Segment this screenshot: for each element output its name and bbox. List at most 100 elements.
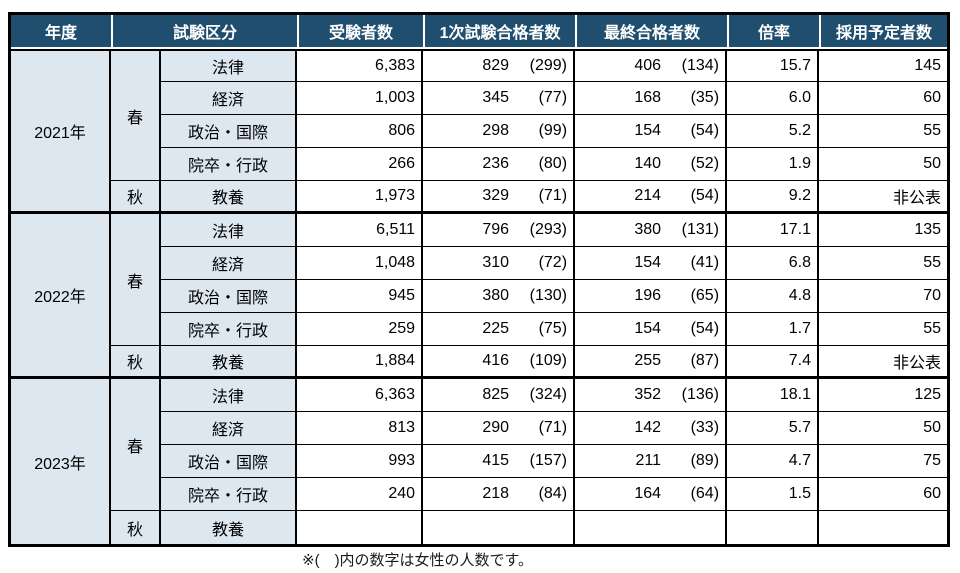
final-pass-female: (131) (681, 221, 720, 238)
first-pass-total: 290 (482, 419, 510, 436)
first-pass-cell-content: 796 (293) (423, 221, 573, 239)
applicants-cell: 6,383 (297, 49, 424, 82)
table-body: 2021年春法律 6,383 829 (299) 406 (134) 15.7 145 経済 1,… (11, 49, 948, 544)
first-pass-total: 298 (482, 122, 510, 139)
first-pass-total: 218 (482, 485, 510, 502)
ratio-cell: 6.0 (727, 82, 820, 115)
ratio-cell: 1.9 (727, 148, 820, 181)
table-row: 2023年春法律 6,363 825 (324) 352 (136) 18.1 125 (11, 379, 948, 544)
year-cell: 2022年 (11, 214, 111, 379)
first-pass-total: 380 (482, 287, 510, 304)
final-pass-cell: 154 (41) (575, 247, 728, 280)
hires-cell: 75 (819, 445, 948, 478)
table-header: 年度 試験区分 受験者数 1次試験合格者数 最終合格者数 倍率 採用予定者数 (11, 15, 948, 49)
subject-cell: 教養 (161, 181, 298, 214)
first-pass-cell-content: 416 (109) (423, 352, 573, 370)
season-cell: 秋 (111, 181, 161, 214)
final-pass-cell-content: 154 (54) (575, 320, 725, 338)
first-pass-total: 236 (482, 155, 510, 172)
final-pass-cell: 154 (54) (575, 313, 728, 346)
first-pass-cell: 290 (71) (423, 412, 576, 445)
season-cell: 春 (111, 49, 161, 181)
final-pass-cell: 211 (89) (575, 445, 728, 478)
subject-cell: 経済 (161, 412, 298, 445)
ratio-cell: 9.2 (727, 181, 820, 214)
table-row: 秋教養 (11, 511, 948, 544)
final-pass-cell-content: 164 (64) (575, 485, 725, 503)
final-pass-cell-content: 214 (54) (575, 187, 725, 205)
first-pass-female: (293) (529, 221, 568, 238)
final-pass-female: (52) (690, 155, 720, 172)
applicants-cell (297, 511, 424, 544)
table-row: 経済 813 290 (71) 142 (33) 5.7 50 (11, 412, 948, 445)
first-pass-cell: 825 (324) (423, 379, 576, 412)
table-row: 秋教養 1,973 329 (71) 214 (54) 9.2 非公表 (11, 181, 948, 214)
year-cell: 2023年 (11, 379, 111, 544)
final-pass-total: 164 (634, 485, 662, 502)
first-pass-cell: 380 (130) (423, 280, 576, 313)
hires-cell: 非公表 (819, 346, 948, 379)
final-pass-cell: 255 (87) (575, 346, 728, 379)
final-pass-cell-content: 352 (136) (575, 386, 725, 404)
table-row: 政治・国際 993 415 (157) 211 (89) 4.7 75 (11, 445, 948, 478)
applicants-cell: 240 (297, 478, 424, 511)
first-pass-cell: 310 (72) (423, 247, 576, 280)
ratio-cell: 5.7 (727, 412, 820, 445)
first-pass-cell-content: 380 (130) (423, 287, 573, 305)
ratio-cell: 7.4 (727, 346, 820, 379)
ratio-cell: 5.2 (727, 115, 820, 148)
hires-cell: 50 (819, 148, 948, 181)
applicants-cell: 1,884 (297, 346, 424, 379)
subject-cell: 教養 (161, 511, 298, 544)
first-pass-cell: 236 (80) (423, 148, 576, 181)
final-pass-cell-content: 142 (33) (575, 419, 725, 437)
hires-cell: 145 (819, 49, 948, 82)
first-pass-total: 225 (482, 320, 510, 337)
final-pass-cell-content: 196 (65) (575, 287, 725, 305)
first-pass-cell-content: 310 (72) (423, 254, 573, 272)
first-pass-total: 829 (482, 57, 510, 74)
hires-cell: 55 (819, 115, 948, 148)
first-pass-female: (109) (529, 352, 568, 369)
subject-cell: 経済 (161, 82, 298, 115)
first-pass-cell-content: 218 (84) (423, 485, 573, 503)
header-planned-hires: 採用予定者数 (819, 15, 948, 49)
hires-cell (819, 511, 948, 544)
applicants-cell: 806 (297, 115, 424, 148)
final-pass-cell-content: 380 (131) (575, 221, 725, 239)
final-pass-female: (65) (690, 287, 720, 304)
subject-cell: 政治・国際 (161, 445, 298, 478)
applicants-cell: 945 (297, 280, 424, 313)
season-cell: 秋 (111, 511, 161, 544)
final-pass-female: (54) (690, 187, 720, 204)
first-pass-cell-content: 225 (75) (423, 320, 573, 338)
season-cell: 春 (111, 379, 161, 511)
first-pass-cell: 345 (77) (423, 82, 576, 115)
ratio-cell (727, 511, 820, 544)
first-pass-cell-content: 345 (77) (423, 89, 573, 107)
final-pass-female: (64) (690, 485, 720, 502)
final-pass-female: (87) (690, 352, 720, 369)
subject-cell: 法律 (161, 379, 298, 412)
table-row: 2022年春法律 6,511 796 (293) 380 (131) 17.1 135 (11, 214, 948, 379)
first-pass-cell-content: 290 (71) (423, 419, 573, 437)
first-pass-cell: 829 (299) (423, 49, 576, 82)
first-pass-cell: 415 (157) (423, 445, 576, 478)
header-applicants: 受験者数 (297, 15, 424, 49)
final-pass-cell-content: 140 (52) (575, 155, 725, 173)
first-pass-cell-content: 298 (99) (423, 122, 573, 140)
ratio-cell: 6.8 (727, 247, 820, 280)
exam-results-table: 年度 試験区分 受験者数 1次試験合格者数 最終合格者数 倍率 採用予定者数 2… (8, 12, 951, 547)
first-pass-cell: 225 (75) (423, 313, 576, 346)
final-pass-female: (35) (690, 89, 720, 106)
final-pass-total: 380 (634, 221, 662, 238)
first-pass-female: (157) (529, 452, 568, 469)
final-pass-cell-content: 406 (134) (575, 57, 725, 75)
final-pass-cell (575, 511, 728, 544)
ratio-cell: 4.8 (727, 280, 820, 313)
applicants-cell: 1,048 (297, 247, 424, 280)
final-pass-cell: 406 (134) (575, 49, 728, 82)
header-first-pass: 1次試験合格者数 (423, 15, 576, 49)
applicants-cell: 1,973 (297, 181, 424, 214)
applicants-cell: 6,511 (297, 214, 424, 247)
